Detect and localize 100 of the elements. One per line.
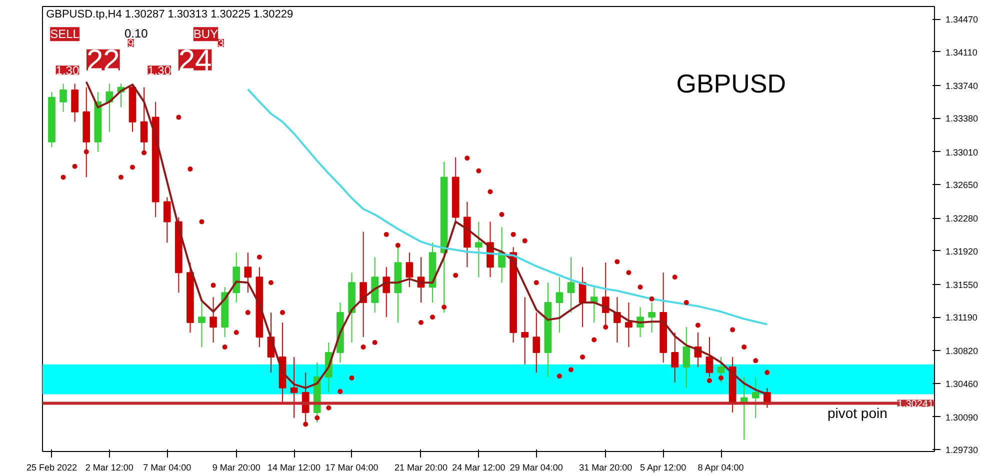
candlestick bbox=[475, 221, 482, 278]
point bbox=[592, 337, 597, 342]
y-tick-label: 1.30460 bbox=[946, 378, 978, 389]
candlestick bbox=[752, 376, 760, 418]
point bbox=[510, 232, 516, 237]
y-tick-label: 1.31190 bbox=[946, 312, 978, 323]
point bbox=[626, 270, 632, 276]
x-tick-label: 31 Mar 20:00 bbox=[579, 462, 632, 472]
x-tick-label: 14 Mar 12:00 bbox=[268, 462, 321, 472]
y-tick-label: 1.33380 bbox=[946, 114, 978, 124]
candlestick bbox=[556, 276, 564, 334]
x-tick-label: 5 Apr 12:00 bbox=[640, 462, 686, 472]
point bbox=[568, 367, 574, 372]
point bbox=[118, 174, 124, 180]
annotation: SELL bbox=[50, 27, 80, 42]
y-tick-label: 1.32650 bbox=[946, 180, 978, 190]
point bbox=[522, 238, 528, 244]
x-tick-label: 2 Mar 12:00 bbox=[85, 462, 134, 472]
x-tick-label: 17 Mar 04:00 bbox=[325, 462, 378, 472]
point bbox=[556, 374, 562, 379]
point bbox=[384, 232, 389, 237]
candlestick bbox=[532, 312, 540, 373]
point bbox=[280, 310, 286, 316]
x-tick-label: 21 Mar 20:00 bbox=[394, 462, 448, 472]
point bbox=[176, 114, 182, 120]
point bbox=[476, 168, 482, 174]
point bbox=[338, 389, 343, 394]
annotation: GBPUSD.tp,H4 1.30287 1.30313 1.30225 1.30229 bbox=[46, 8, 294, 21]
candlestick bbox=[567, 256, 575, 314]
point bbox=[442, 304, 447, 310]
point bbox=[684, 300, 689, 306]
annotation: BUY bbox=[193, 27, 218, 42]
point bbox=[430, 314, 436, 320]
point bbox=[706, 378, 712, 384]
candlestick bbox=[71, 83, 78, 122]
x-tick-label: 8 Apr 04:00 bbox=[698, 462, 744, 472]
point bbox=[488, 189, 493, 194]
candlestick bbox=[521, 296, 529, 365]
point bbox=[753, 358, 758, 364]
point bbox=[188, 166, 193, 172]
candlestick bbox=[198, 302, 206, 348]
annotation: 1.30 bbox=[56, 64, 80, 78]
x-tick-label: 29 Mar 04:00 bbox=[510, 462, 563, 472]
point bbox=[614, 259, 620, 264]
text: GBPUSD bbox=[676, 68, 786, 98]
point bbox=[349, 375, 354, 380]
candlestick bbox=[210, 296, 217, 344]
ref-line-label: 1.30241 bbox=[897, 398, 934, 410]
point bbox=[464, 156, 470, 161]
point bbox=[268, 280, 274, 286]
point bbox=[372, 340, 378, 346]
point bbox=[695, 322, 700, 328]
point bbox=[742, 344, 747, 350]
point bbox=[210, 282, 216, 288]
y-tick-label: 1.29730 bbox=[946, 445, 978, 456]
point bbox=[303, 422, 308, 427]
point bbox=[499, 212, 504, 217]
candlestick bbox=[717, 356, 725, 383]
candlestick bbox=[60, 83, 67, 112]
point bbox=[649, 296, 654, 302]
y-tick-label: 1.33740 bbox=[946, 81, 978, 92]
point bbox=[534, 280, 539, 286]
candlestick bbox=[244, 252, 252, 294]
candlestick bbox=[682, 326, 690, 388]
point bbox=[360, 344, 366, 350]
annotation: 1.30 bbox=[148, 64, 172, 78]
candlestick bbox=[406, 252, 414, 288]
point bbox=[245, 310, 250, 316]
point bbox=[84, 149, 89, 154]
point bbox=[718, 375, 724, 380]
candlestick bbox=[163, 196, 171, 244]
y-tick-label: 1.30090 bbox=[946, 412, 978, 422]
x-tick-label: 25 Feb 2022 bbox=[26, 462, 78, 472]
x-tick-label: 7 Mar 04:00 bbox=[143, 462, 192, 472]
point bbox=[142, 150, 147, 156]
candlestick bbox=[671, 332, 679, 383]
point bbox=[672, 274, 678, 280]
text: pivot poin bbox=[827, 405, 888, 422]
annotation: 24 bbox=[178, 44, 212, 78]
x-tick-label: 9 Mar 20:00 bbox=[212, 462, 260, 472]
point bbox=[60, 174, 66, 180]
point bbox=[326, 405, 332, 410]
annotation: 3 bbox=[218, 38, 224, 50]
point bbox=[603, 324, 608, 330]
y-tick-label: 1.31550 bbox=[946, 280, 978, 290]
y-tick-label: 1.33010 bbox=[946, 147, 978, 158]
candlestick bbox=[625, 302, 632, 348]
point bbox=[130, 164, 136, 170]
point bbox=[72, 164, 78, 169]
candlestick bbox=[648, 302, 656, 334]
point bbox=[199, 219, 204, 224]
point bbox=[580, 354, 586, 360]
point bbox=[418, 320, 424, 326]
candlestick bbox=[290, 356, 298, 418]
annotation: 9 bbox=[128, 38, 134, 50]
y-tick-label: 1.30820 bbox=[946, 346, 978, 356]
annotation: 22 bbox=[86, 44, 120, 78]
point bbox=[256, 254, 262, 260]
y-tick-label: 1.34110 bbox=[946, 47, 978, 58]
point bbox=[222, 344, 228, 350]
